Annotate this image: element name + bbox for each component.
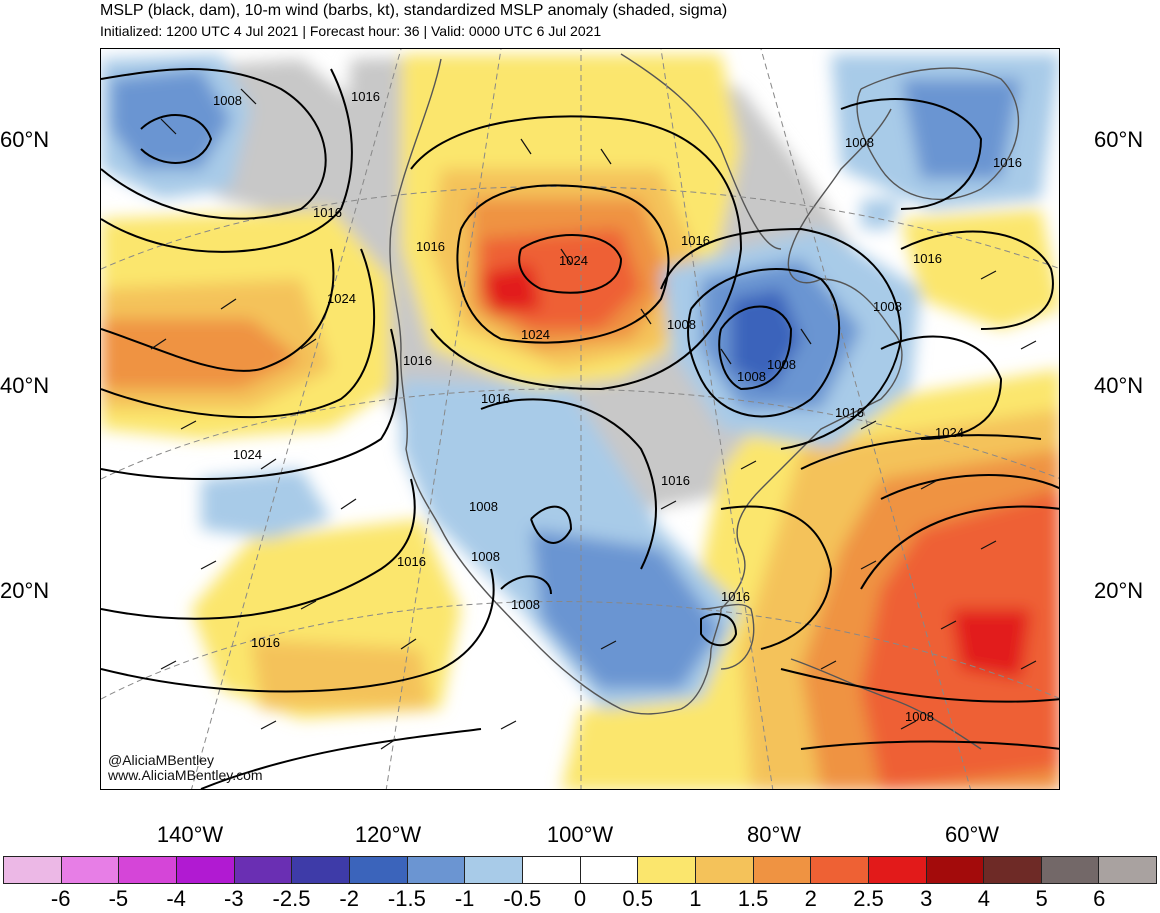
colorbar-tick-label: -1.5 (387, 886, 426, 911)
isobar-label: 1016 (661, 473, 690, 488)
isobar-label: 1008 (767, 357, 796, 372)
colorbar-tick-label: 6 (1093, 886, 1106, 911)
isobar-label: 1008 (905, 709, 934, 724)
isobar-label: 1008 (471, 549, 500, 564)
credit-website: www.AliciaMBentley.com (108, 767, 263, 783)
colorbar-swatch (868, 857, 927, 883)
graticule (101, 49, 1059, 789)
lat-label-60-right: 60°N (1094, 127, 1144, 152)
isobar-label: 1016 (416, 239, 445, 254)
colorbar-tick-label: -2 (339, 886, 359, 911)
lat-label-20-left: 20°N (0, 578, 50, 603)
isobar-label: 1008 (667, 317, 696, 332)
colorbar-swatch (61, 857, 120, 883)
colorbar-swatch (580, 857, 639, 883)
isobar-label: 1024 (935, 425, 964, 440)
isobar-label: 1016 (721, 589, 750, 604)
colorbar-tick-label: 1 (689, 886, 702, 911)
colorbar (3, 856, 1157, 884)
colorbar-tick-label: 5 (1035, 886, 1048, 911)
isobar-label: 1024 (233, 447, 262, 462)
isobar-label: 1024 (521, 327, 550, 342)
isobar-labels: 1008 1016 1016 1016 1024 1016 1024 1024 … (213, 89, 1022, 724)
lon-label-60w: 60°W (944, 822, 1000, 847)
colorbar-swatch (811, 857, 869, 883)
lat-label-40-right: 40°N (1094, 373, 1144, 398)
isobar-label: 1008 (737, 369, 766, 384)
isobar-label: 1008 (845, 135, 874, 150)
colorbar-tick-label: -5 (108, 886, 129, 911)
colorbar-swatch (1041, 857, 1100, 883)
colorbar-tick-label: -4 (166, 886, 186, 911)
isobar-label: 1016 (397, 554, 426, 569)
lon-label-80w: 80°W (746, 822, 802, 847)
map-subtitle: Initialized: 1200 UTC 4 Jul 2021 | Forec… (100, 23, 602, 39)
colorbar-swatch (349, 857, 408, 883)
isobar-label: 1016 (835, 405, 864, 420)
lon-label-140w: 140°W (156, 822, 224, 847)
colorbar-swatch (234, 857, 293, 883)
isobar-label: 1008 (469, 499, 498, 514)
colorbar-swatch (753, 857, 812, 883)
isobars (101, 68, 1059, 789)
colorbar-swatch (522, 857, 581, 883)
colorbar-tick-label: -6 (50, 886, 71, 911)
wind-barbs (150, 88, 1037, 750)
colorbar-swatch (926, 857, 985, 883)
map-panel: 1008 1016 1016 1016 1024 1016 1024 1024 … (100, 48, 1060, 790)
colorbar-tick-label: 0 (573, 886, 587, 911)
colorbar-swatch (176, 857, 235, 883)
colorbar-swatch (119, 857, 177, 883)
map-title: MSLP (black, dam), 10-m wind (barbs, kt)… (100, 2, 728, 19)
colorbar-tick-label: 1.5 (737, 886, 769, 911)
isobar-label: 1008 (213, 93, 242, 108)
lon-label-120w: 120°W (354, 822, 422, 847)
colorbar-swatch (465, 857, 523, 883)
lat-label-20-right: 20°N (1094, 578, 1144, 603)
isobar-label: 1016 (403, 353, 432, 368)
map-canvas: 1008 1016 1016 1016 1024 1016 1024 1024 … (101, 49, 1059, 789)
colorbar-swatch (407, 857, 466, 883)
anomaly-shading (101, 54, 1059, 789)
colorbar-tick-label: 3 (920, 886, 933, 911)
lat-label-60-left: 60°N (0, 127, 50, 152)
colorbar-tick-label: -0.5 (503, 886, 542, 911)
isobar-label: 1016 (351, 89, 380, 104)
colorbar-tick-label: -1 (454, 886, 475, 911)
colorbar-swatch (4, 857, 62, 883)
colorbar-tick-label: -2.5 (272, 886, 311, 911)
colorbar-tick-label: -3 (224, 886, 244, 911)
colorbar-swatch (1099, 857, 1157, 883)
colorbar-tick-label: 2 (804, 886, 817, 911)
lon-label-100w: 100°W (546, 822, 614, 847)
isobar-label: 1008 (511, 597, 540, 612)
lat-label-40-left: 40°N (0, 373, 50, 398)
isobar-label: 1024 (327, 291, 356, 306)
colorbar-swatch (695, 857, 754, 883)
colorbar-tick-label: 4 (977, 886, 991, 911)
isobar-label: 1016 (313, 205, 342, 220)
isobar-label: 1016 (681, 233, 710, 248)
isobar-label: 1016 (481, 391, 510, 406)
colorbar-swatch (984, 857, 1042, 883)
isobar-label: 1016 (913, 251, 942, 266)
colorbar-swatch (292, 857, 350, 883)
isobar-label: 1008 (873, 299, 902, 314)
isobar-label: 1024 (559, 253, 588, 268)
colorbar-tick-label: 2.5 (853, 886, 884, 911)
isobar-label: 1016 (993, 155, 1022, 170)
isobar-label: 1016 (251, 635, 280, 650)
colorbar-tick-label: 0.5 (622, 886, 653, 911)
credit-handle: @AliciaMBentley (108, 752, 215, 768)
colorbar-swatch (638, 857, 696, 883)
